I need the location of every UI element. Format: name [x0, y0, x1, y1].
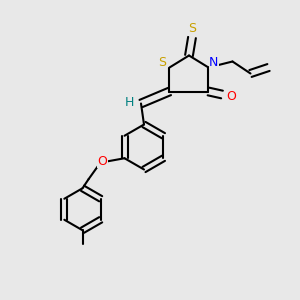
Text: O: O [226, 89, 236, 103]
Text: N: N [209, 56, 219, 69]
Text: S: S [189, 22, 196, 35]
Text: H: H [125, 95, 134, 109]
Text: S: S [158, 56, 166, 70]
Text: O: O [98, 155, 108, 168]
